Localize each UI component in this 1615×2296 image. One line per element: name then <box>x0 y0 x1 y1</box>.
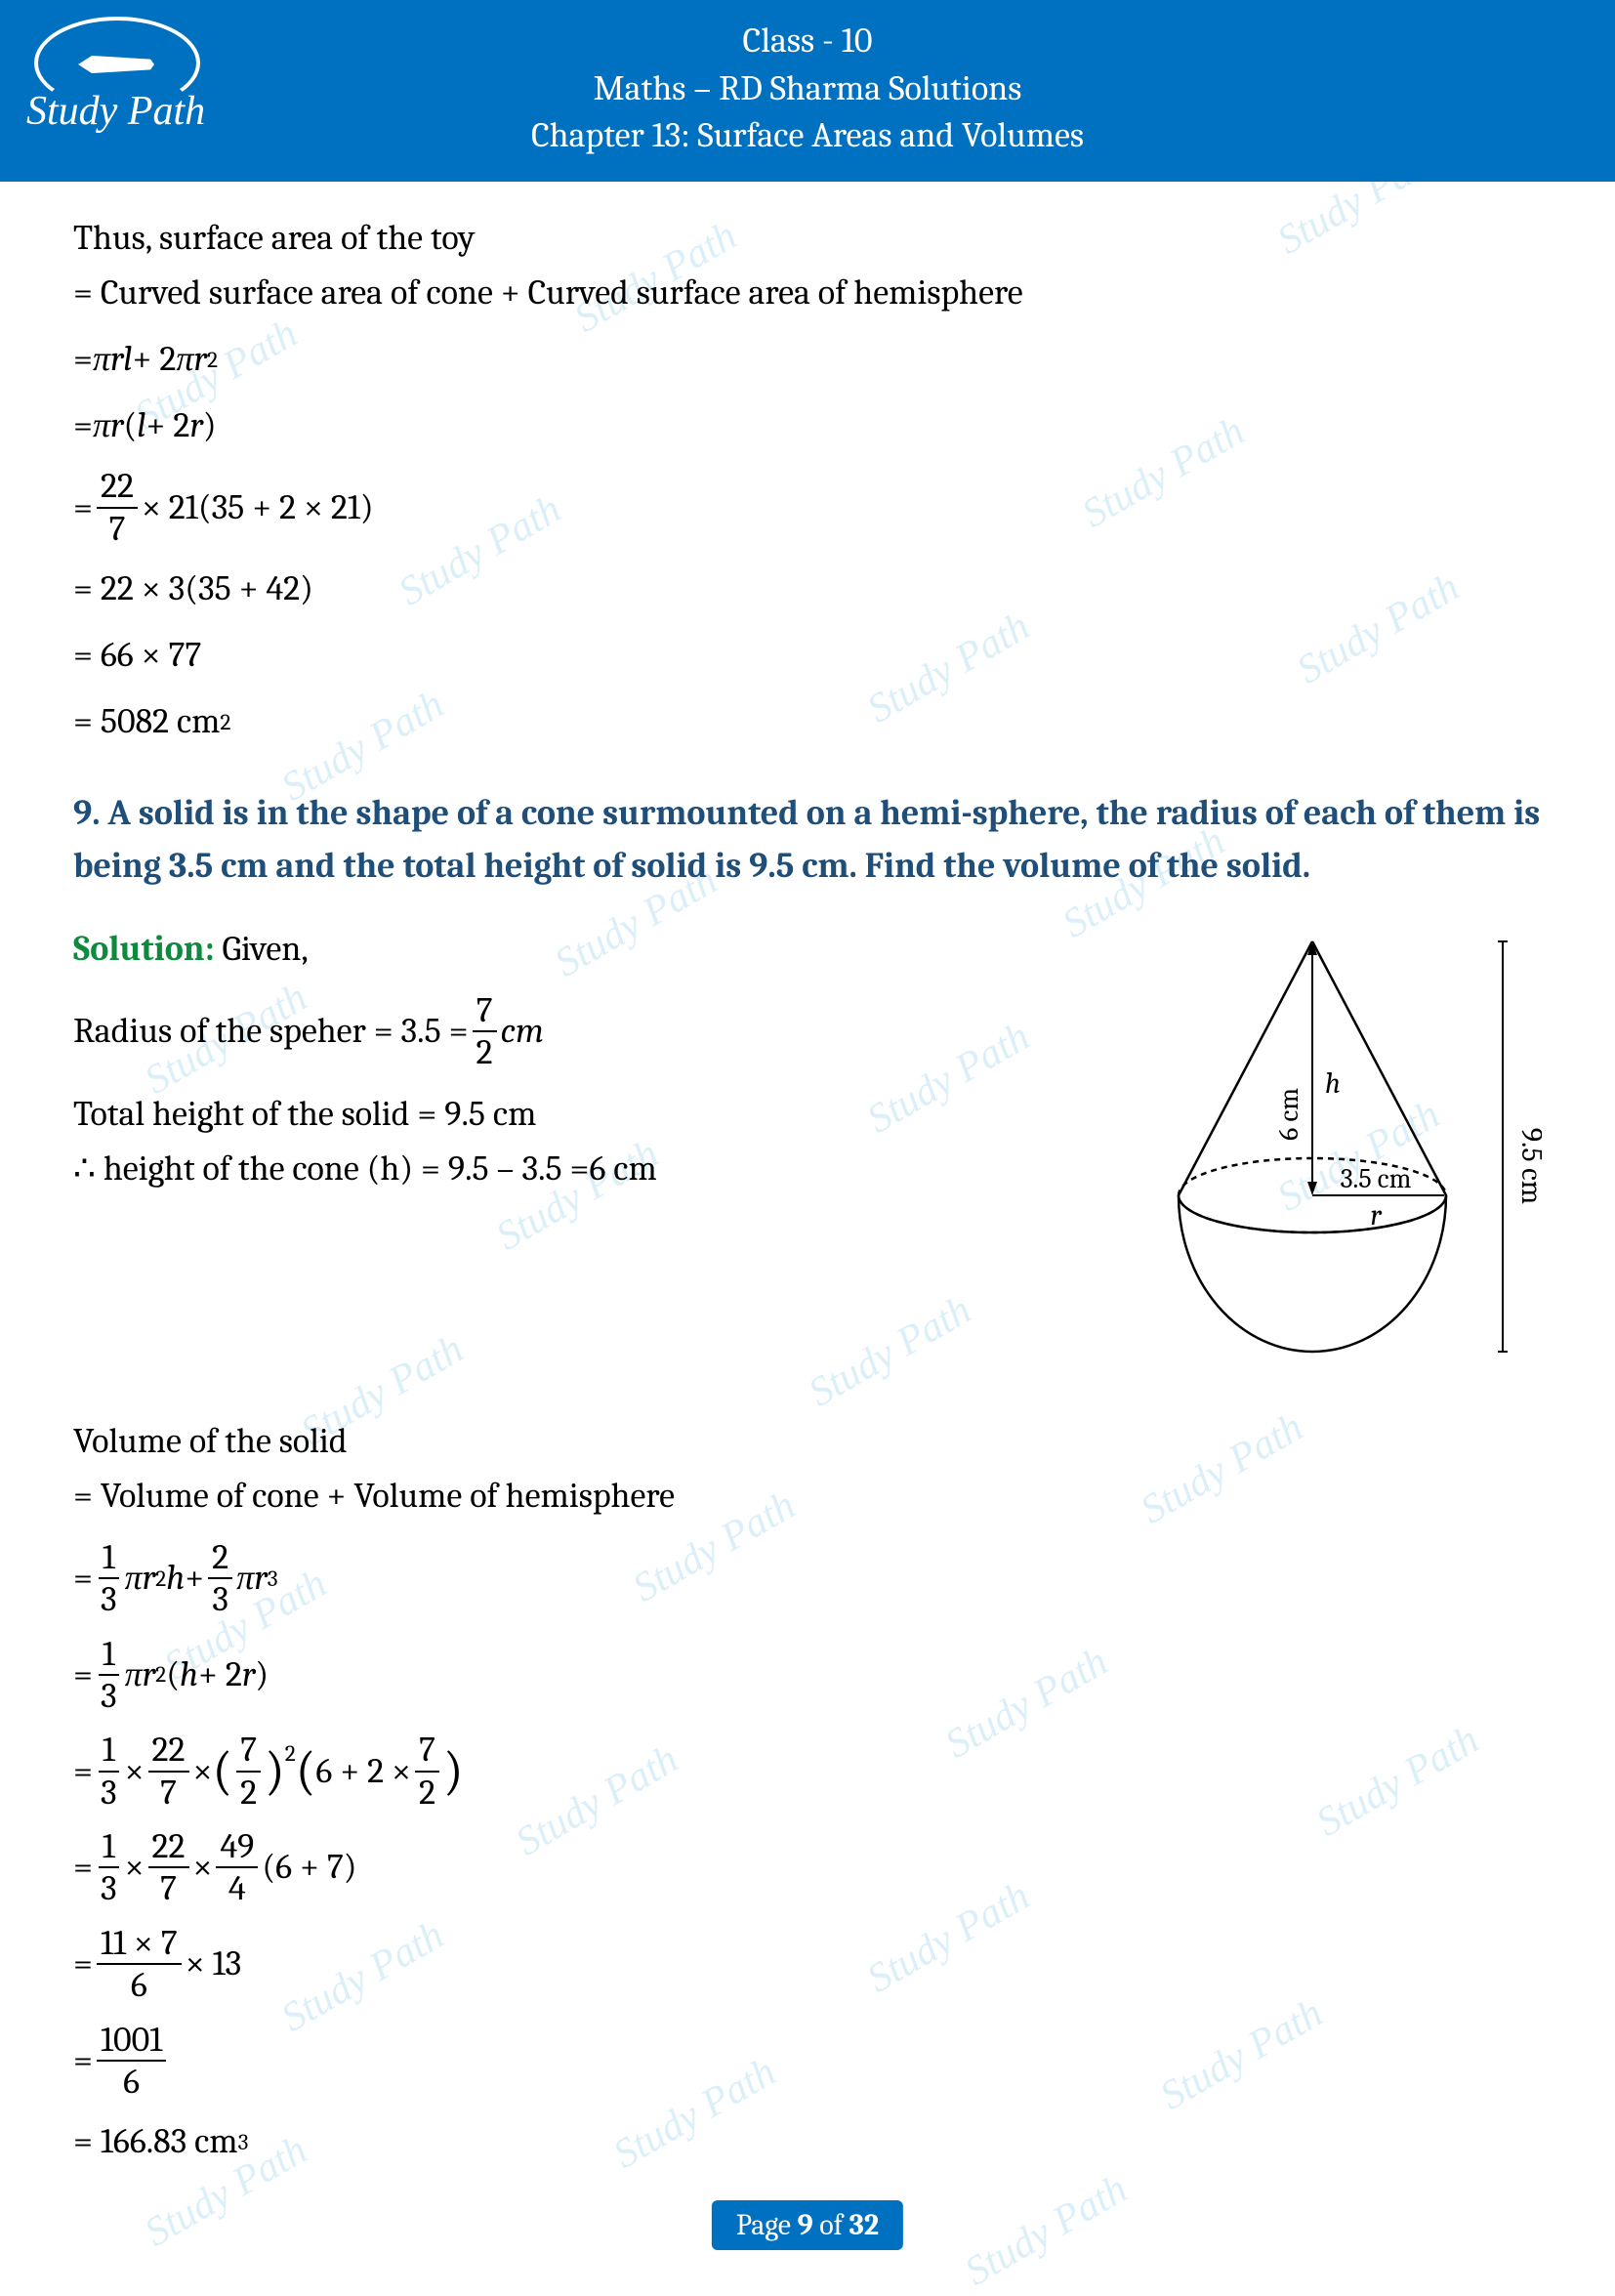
cone-height-line: ∴ height of the cone (h) = 9.5 – 3.5 =6 … <box>73 1142 1102 1196</box>
page-footer: Page 9 of 32 <box>712 2200 903 2250</box>
fig-r-var: r <box>1370 1198 1382 1232</box>
veq5-tail: × 13 <box>186 1938 242 1990</box>
solution-text: Solution: Given, Radius of the speher = … <box>73 922 1102 1195</box>
page-content: Thus, surface area of the toy = Curved s… <box>0 182 1615 2169</box>
fig-h-label: 6 cm <box>1273 1088 1304 1141</box>
eq-4: = 22 × 3(35 + 42) <box>73 563 1542 615</box>
radius-den: 2 <box>473 1032 497 1072</box>
radius-pre: Radius of the speher = 3.5 = <box>73 1005 469 1058</box>
footer-current: 9 <box>798 2208 813 2242</box>
veq6-num: 1001 <box>97 2020 166 2062</box>
fig-h-var: h <box>1325 1066 1341 1101</box>
eq-2: = πr(l + 2r) <box>73 399 1542 452</box>
footer-total: 32 <box>849 2208 879 2242</box>
eq3-num: 22 <box>97 466 138 508</box>
page-header: Study Path Class - 10 Maths – RD Sharma … <box>0 0 1615 182</box>
question-9: 9. A solid is in the shape of a cone sur… <box>73 787 1542 893</box>
fig-r-label: 3.5 cm <box>1341 1163 1412 1194</box>
total-height-line: Total height of the solid = 9.5 cm <box>73 1087 1102 1142</box>
veq-6: = 10016 <box>73 2020 1542 2103</box>
watermark: Study Path <box>957 2165 1136 2295</box>
solution-given: Solution: Given, <box>73 922 1102 977</box>
eq3-rest: × 21(35 + 2 × 21) <box>142 481 374 534</box>
eq-5: = 66 × 77 <box>73 629 1542 682</box>
volume-label: Volume of the solid <box>73 1414 1542 1469</box>
veq5-den: 6 <box>127 1965 151 2005</box>
footer-mid: of <box>813 2208 849 2242</box>
veq-4: = 13 × 227 × 494 (6 + 7) <box>73 1826 1542 1909</box>
eq-6: = 5082 cm2 <box>73 695 1542 748</box>
veq-5: = 11 × 76 × 13 <box>73 1923 1542 2006</box>
footer-pre: Page <box>736 2208 798 2242</box>
eq3-den: 7 <box>104 509 129 549</box>
veq6-den: 6 <box>119 2062 144 2102</box>
eq-1: = πrl + 2πr2 <box>73 333 1542 386</box>
veq5-num: 11 × 7 <box>97 1923 182 1965</box>
radius-num: 7 <box>473 990 497 1032</box>
veq-7: = 166.83 cm3 <box>73 2115 1542 2168</box>
cone-hemisphere-figure: 9.5 cm 6 cm h 3.5 cm r <box>1132 922 1542 1385</box>
solution-row: Solution: Given, Radius of the speher = … <box>73 922 1542 1385</box>
header-class: Class - 10 <box>0 18 1615 65</box>
veq-3: = 13 × 227 × (72)2 (6 + 2 × 72) <box>73 1730 1542 1813</box>
radius-line: Radius of the speher = 3.5 = 72 cm <box>73 990 1102 1073</box>
volume-sum: = Volume of cone + Volume of hemisphere <box>73 1469 1542 1524</box>
radius-unit: cm <box>501 1005 544 1058</box>
header-chapter: Chapter 13: Surface Areas and Volumes <box>0 112 1615 160</box>
fig-total-label: 9.5 cm <box>1514 1128 1542 1204</box>
intro-line-1: Thus, surface area of the toy <box>73 211 1542 266</box>
logo-text: Study Path <box>26 88 205 135</box>
given-text: Given, <box>215 929 309 969</box>
intro-line-2: = Curved surface area of cone + Curved s… <box>73 266 1542 320</box>
solution-label: Solution: <box>73 929 215 969</box>
header-subject: Maths – RD Sharma Solutions <box>0 65 1615 113</box>
veq-2: = 13πr2(h + 2r) <box>73 1634 1542 1717</box>
veq-1: = 13πr2h + 23πr3 <box>73 1537 1542 1620</box>
veq4-tail: (6 + 7) <box>262 1841 356 1894</box>
eq-3: = 227 × 21(35 + 2 × 21) <box>73 466 1542 549</box>
